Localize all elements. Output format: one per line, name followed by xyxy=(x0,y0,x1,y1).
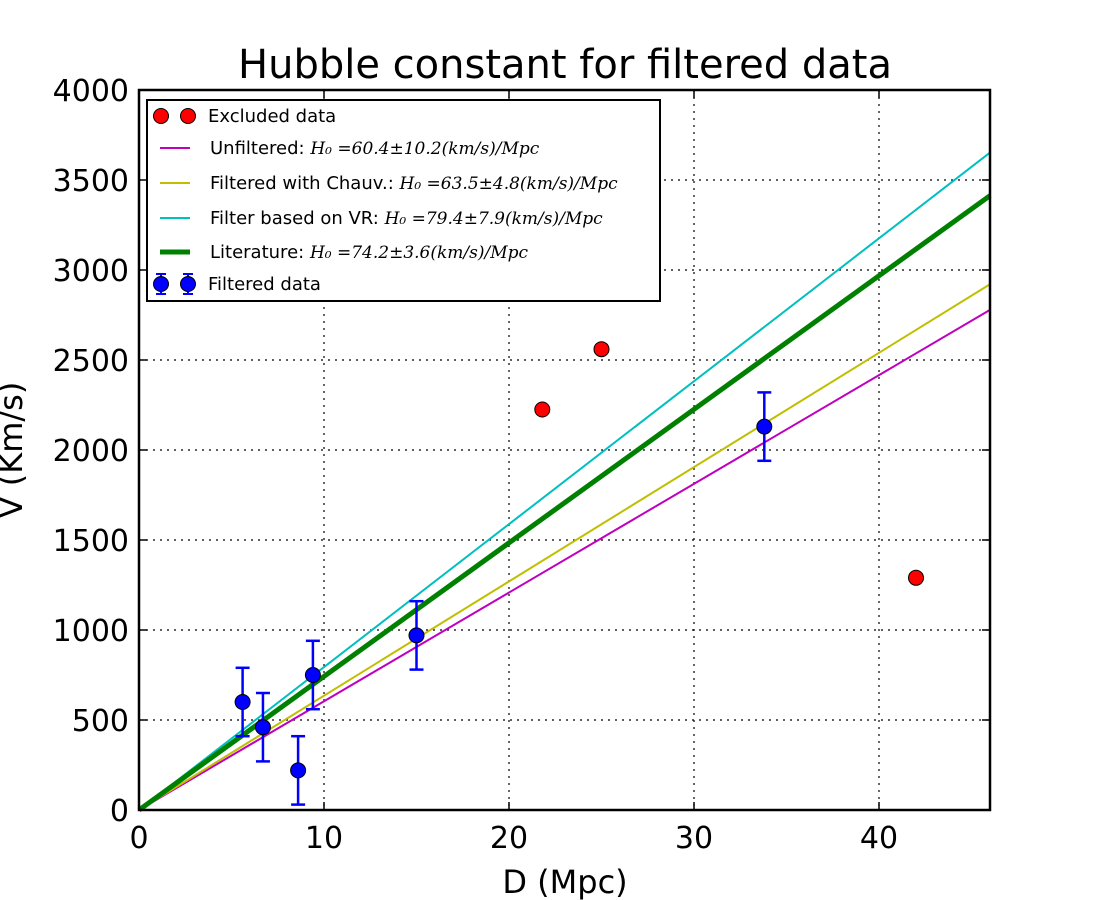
y-tick-label: 4000 xyxy=(53,74,129,109)
legend-label-unfiltered: Unfiltered: H₀ =60.4±10.2(km/s)/Mpc xyxy=(210,138,540,159)
fit-line-literature xyxy=(137,193,992,813)
legend-box xyxy=(146,99,661,302)
fit-line-chauv xyxy=(138,283,991,811)
x-tick-label: 20 xyxy=(490,821,528,856)
x-tick-label: 0 xyxy=(129,821,148,856)
x-tick-label: 40 xyxy=(860,821,898,856)
y-tick-label: 3000 xyxy=(53,254,129,289)
legend-label-chauv: Filtered with Chauv.: H₀ =63.5±4.8(km/s)… xyxy=(210,173,618,194)
y-tick-label: 1500 xyxy=(53,524,129,559)
legend-label-text: Filtered with Chauv.: xyxy=(210,173,400,194)
y-tick-label: 2500 xyxy=(53,344,129,379)
chart-title: Hubble constant for filtered data xyxy=(238,42,892,88)
x-axis-label: D (Mpc) xyxy=(502,863,627,900)
filtered-point xyxy=(234,694,251,710)
y-axis-label: V (Km/s) xyxy=(0,382,30,519)
legend-label-math: H₀ =63.5±4.8(km/s)/Mpc xyxy=(399,174,619,194)
legend-label-math: H₀ =79.4±7.9(km/s)/Mpc xyxy=(384,209,604,229)
legend-label-math: H₀ =74.2±3.6(km/s)/Mpc xyxy=(309,243,529,263)
filtered-point xyxy=(408,627,425,644)
filtered-point xyxy=(290,762,307,779)
legend-marker-excluded xyxy=(180,108,196,124)
filtered-point xyxy=(254,719,271,736)
fit-line-vr xyxy=(138,151,991,811)
legend-label-text: Literature: xyxy=(210,242,310,263)
excluded-point xyxy=(593,341,610,358)
legend-label-text: Unfiltered: xyxy=(210,138,310,159)
y-tick-label: 1000 xyxy=(53,614,129,649)
legend-label-text: Excluded data xyxy=(208,106,336,127)
filtered-point xyxy=(304,667,321,683)
excluded-point xyxy=(908,569,924,586)
legend: Excluded data Unfiltered: H₀ =60.4±10.2(k… xyxy=(146,99,661,302)
legend-label-math: H₀ =60.4±10.2(km/s)/Mpc xyxy=(309,139,539,159)
legend-marker-excluded xyxy=(153,108,169,124)
legend-label-vr: Filter based on VR: H₀ =79.4±7.9(km/s)/M… xyxy=(210,208,603,229)
legend-marker-filtered xyxy=(180,276,196,292)
fit-lines xyxy=(137,151,992,813)
filtered-point xyxy=(756,418,773,435)
legend-label-excluded: Excluded data xyxy=(208,106,336,127)
y-tick-label: 2000 xyxy=(53,434,129,469)
fit-line-unfiltered xyxy=(138,309,991,811)
legend-label-text: Filtered data xyxy=(208,274,321,295)
y-tick-label: 3500 xyxy=(53,164,129,199)
legend-label-text: Filter based on VR: xyxy=(210,208,385,229)
excluded-point xyxy=(534,401,551,418)
x-tick-label: 10 xyxy=(305,821,343,856)
axis-ticks: 0 10 20 30 40 0 500 1000 1500 2000 2500 3000 3500 400… xyxy=(53,74,990,856)
legend-label-literature: Literature: H₀ =74.2±3.6(km/s)/Mpc xyxy=(210,242,529,263)
y-tick-label: 0 xyxy=(110,794,129,829)
x-tick-label: 30 xyxy=(675,821,713,856)
y-tick-label: 500 xyxy=(72,704,129,739)
legend-marker-filtered xyxy=(153,276,169,292)
legend-label-filtered: Filtered data xyxy=(208,274,321,295)
data-points xyxy=(234,341,924,806)
